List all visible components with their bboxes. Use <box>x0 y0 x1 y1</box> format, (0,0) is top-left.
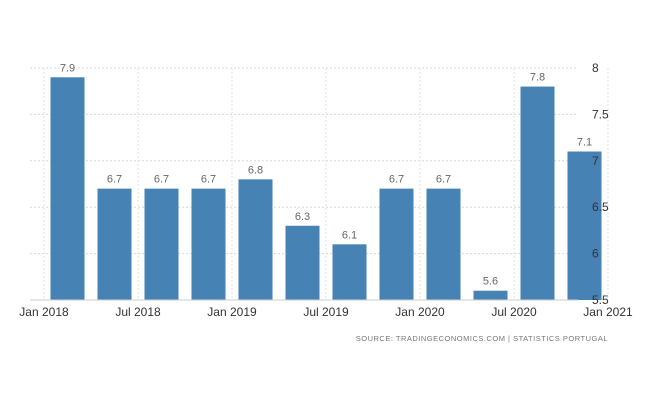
x-tick-label: Jan 2020 <box>395 305 445 319</box>
x-tick-label: Jan 2021 <box>583 305 633 319</box>
x-tick-label: Jul 2018 <box>115 305 161 319</box>
bar-value-label: 6.3 <box>295 211 310 223</box>
bar-value-label: 7.8 <box>530 72 545 84</box>
bar <box>473 290 508 300</box>
bar-value-label: 6.7 <box>107 174 122 186</box>
bar <box>144 188 179 300</box>
bar-value-label: 5.6 <box>483 276 498 288</box>
bar-value-label: 6.7 <box>201 174 216 186</box>
bar <box>567 151 602 300</box>
bar <box>191 188 226 300</box>
bar-value-label: 6.7 <box>436 174 451 186</box>
source-note: SOURCE: TRADINGECONOMICS.COM | STATISTIC… <box>356 334 608 343</box>
bar <box>332 244 367 300</box>
bar-value-label: 7.9 <box>60 62 75 74</box>
bar-value-label: 6.1 <box>342 229 357 241</box>
y-axis: 5.5 6 6.5 7 7.5 8 <box>592 61 609 307</box>
bar <box>426 188 461 300</box>
bars-group <box>50 77 602 300</box>
y-tick-label: 6.5 <box>592 200 609 214</box>
x-axis: Jan 2018 Jul 2018 Jan 2019 Jul 2019 Jan 2020… <box>19 305 633 319</box>
y-tick-label: 8 <box>592 61 599 75</box>
bar <box>238 179 273 300</box>
y-tick-label: 7.5 <box>592 107 609 121</box>
y-tick-label: 5.5 <box>592 293 609 307</box>
y-tick-label: 6 <box>592 247 599 261</box>
y-tick-label: 7 <box>592 154 599 168</box>
bar <box>379 188 414 300</box>
bar-labels-group: 7.9 6.7 6.7 6.7 6.8 6.3 6.1 6.7 6.7 5.6 7.8 7.1 <box>60 62 592 287</box>
bar-value-label: 7.1 <box>577 137 592 149</box>
x-tick-label: Jan 2018 <box>19 305 69 319</box>
bar <box>285 225 320 300</box>
bar <box>97 188 132 300</box>
x-tick-label: Jul 2020 <box>491 305 537 319</box>
bar-value-label: 6.7 <box>154 174 169 186</box>
x-tick-label: Jul 2019 <box>303 305 349 319</box>
bar-value-label: 6.8 <box>248 164 263 176</box>
bar <box>520 86 555 300</box>
bar <box>50 77 85 300</box>
x-tick-label: Jan 2019 <box>207 305 257 319</box>
bar-value-label: 6.7 <box>389 174 404 186</box>
